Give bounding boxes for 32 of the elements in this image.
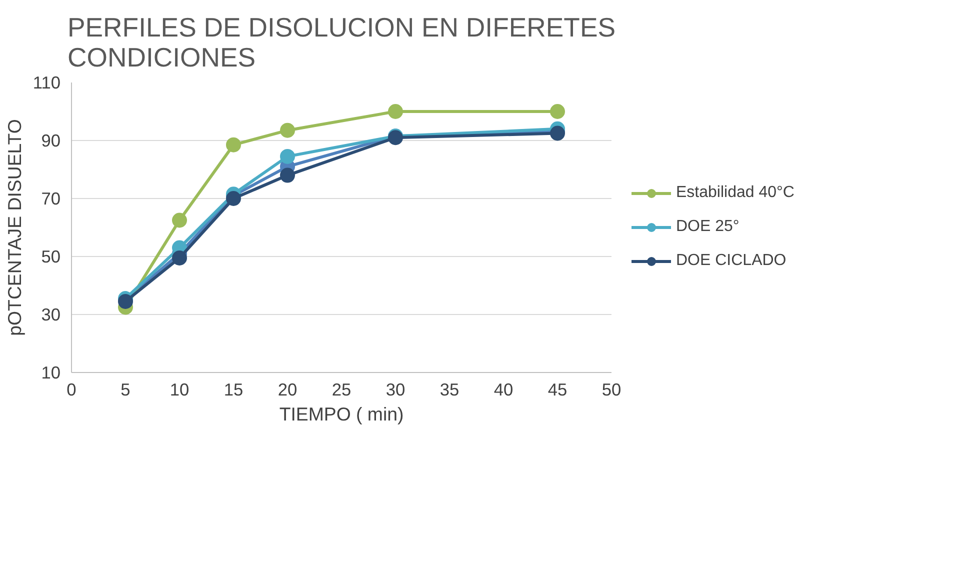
point bbox=[172, 250, 187, 266]
point bbox=[280, 148, 295, 164]
x-tick-label: 5 bbox=[120, 380, 130, 400]
x-tick-label: 0 bbox=[66, 380, 76, 400]
x-tick-label: 35 bbox=[440, 380, 460, 400]
point bbox=[226, 191, 241, 206]
point bbox=[226, 137, 241, 152]
x-tick-label: 15 bbox=[224, 380, 244, 400]
x-tick-label: 30 bbox=[386, 380, 406, 400]
x-axis-title: TIEMPO ( min) bbox=[279, 404, 404, 424]
chart-title: PERFILES DE DISOLUCION EN DIFERETES CONDICIONES bbox=[67, 12, 616, 72]
point bbox=[550, 104, 565, 119]
y-axis-title: pOTCENTAJE DISUELTO bbox=[4, 119, 25, 336]
point bbox=[388, 104, 403, 119]
x-tick-label: 40 bbox=[494, 380, 514, 400]
legend-label: Estabilidad 40°C bbox=[676, 184, 794, 202]
y-tick-label: 90 bbox=[41, 130, 61, 150]
x-tick-label: 20 bbox=[278, 380, 298, 400]
y-tick-label: 10 bbox=[41, 362, 61, 382]
y-tick-label: 70 bbox=[41, 188, 61, 208]
y-tick-label: 30 bbox=[41, 304, 61, 324]
x-tick-label: 10 bbox=[170, 380, 190, 400]
legend-label: DOE 25° bbox=[676, 218, 740, 236]
x-tick-label: 25 bbox=[332, 380, 352, 400]
x-tick-label: 50 bbox=[602, 380, 622, 400]
legend-label: DOE CICLADO bbox=[676, 252, 786, 270]
point bbox=[280, 168, 295, 183]
y-tick-label: 50 bbox=[41, 246, 61, 266]
point bbox=[280, 122, 295, 138]
x-tick-label: 45 bbox=[548, 380, 568, 400]
y-tick-label: 110 bbox=[32, 72, 61, 92]
point bbox=[172, 212, 187, 228]
